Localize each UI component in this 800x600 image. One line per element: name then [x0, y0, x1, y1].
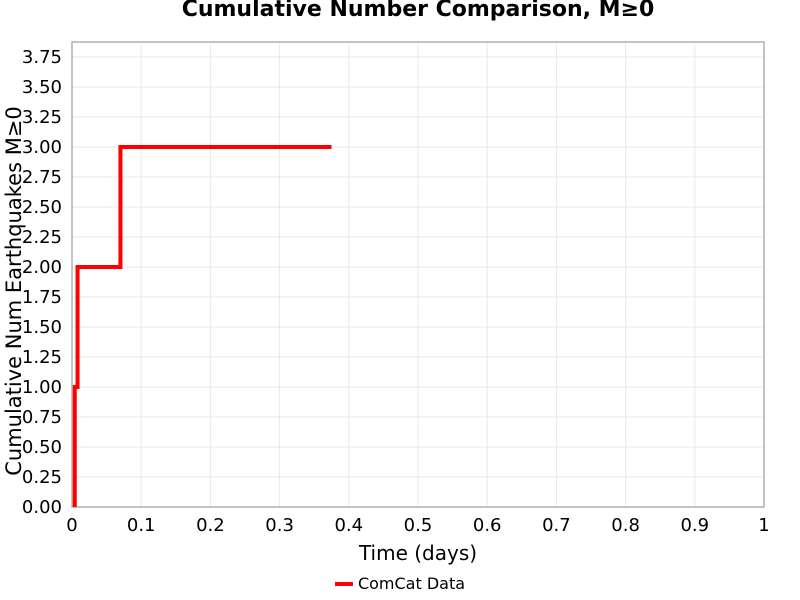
chart-title: Cumulative Number Comparison, M≥0 — [181, 0, 655, 22]
x-tick-label: 0.9 — [680, 515, 710, 536]
plot-border — [71, 41, 765, 508]
legend-label: ComCat Data — [357, 574, 466, 593]
x-tick-label: 0.1 — [126, 515, 156, 536]
x-tick-label: 0.4 — [334, 515, 364, 536]
x-axis-label: Time (days) — [358, 541, 478, 565]
y-tick-label: 1.75 — [21, 286, 62, 308]
y-tick-label: 0.50 — [21, 436, 62, 458]
x-tick-label: 0.7 — [542, 515, 571, 536]
x-tick-label: 0 — [66, 515, 78, 536]
y-tick-label: 3.75 — [21, 46, 62, 68]
y-tick-label: 3.25 — [21, 106, 62, 128]
x-tick-label: 0.8 — [611, 515, 640, 536]
y-tick-label: 2.75 — [21, 166, 62, 188]
x-tick-label: 0.5 — [403, 515, 433, 536]
y-tick-label: 1.00 — [21, 376, 62, 398]
y-tick-label: 2.00 — [21, 256, 62, 278]
legend-line-swatch — [334, 581, 353, 586]
y-tick-label: 1.50 — [21, 316, 62, 338]
y-tick-label: 0.25 — [21, 466, 62, 488]
x-tick-label: 0.6 — [472, 515, 502, 536]
legend: ComCat Data — [334, 574, 466, 593]
y-tick-label: 3.50 — [21, 76, 62, 98]
y-tick-label: 2.50 — [21, 196, 62, 218]
y-tick-label: 0.75 — [21, 406, 62, 428]
y-tick-label: 0.00 — [21, 496, 62, 518]
x-tick-label: 1 — [758, 515, 770, 536]
y-tick-label: 3.00 — [21, 136, 62, 158]
x-tick-label: 0.3 — [265, 515, 294, 536]
y-tick-label: 2.25 — [21, 226, 62, 248]
x-tick-label: 0.2 — [196, 515, 225, 536]
data-line-comcat-data — [72, 145, 332, 507]
y-tick-label: 1.25 — [21, 346, 62, 368]
